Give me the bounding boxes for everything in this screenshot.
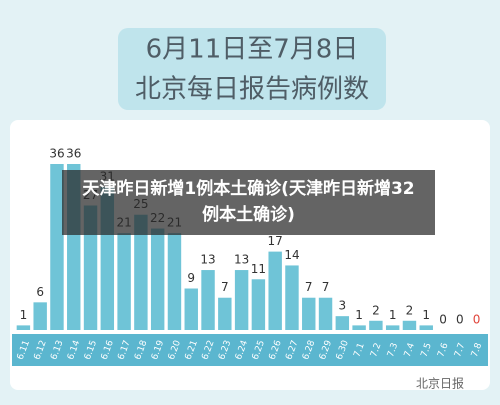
x-tick-label: 7.5 <box>420 342 434 359</box>
chart-subtitle: 北京每日报告病例数 <box>135 75 369 105</box>
title-box <box>118 28 386 110</box>
value-label: 1 <box>355 308 363 322</box>
value-label: 13 <box>234 253 249 267</box>
bar <box>117 233 131 330</box>
value-label: 7 <box>221 280 229 294</box>
bar <box>201 270 215 330</box>
bar <box>33 302 47 330</box>
bar <box>385 325 400 330</box>
bar <box>234 270 249 330</box>
bar <box>16 325 31 330</box>
x-tick-label: 7.3 <box>386 342 400 359</box>
value-label: 0 <box>456 313 464 327</box>
value-label: 36 <box>49 147 64 161</box>
value-label: 9 <box>187 271 195 285</box>
x-tick-label: 7.4 <box>403 341 417 358</box>
bar <box>335 316 350 330</box>
value-label: 11 <box>251 262 266 276</box>
watermark: 北京日报 <box>416 376 464 391</box>
bar <box>83 205 98 330</box>
x-tick-label: 7.2 <box>369 342 383 359</box>
overlay-text: 天津昨日新增1例本土确诊(天津昨日新增32例本土确诊) <box>82 179 415 225</box>
bar <box>150 228 165 330</box>
bar <box>302 297 316 330</box>
value-label: 2 <box>406 303 414 317</box>
value-label: 14 <box>284 248 299 262</box>
bar <box>134 214 148 330</box>
bar <box>268 251 282 330</box>
value-label: 17 <box>268 234 283 248</box>
value-label: 3 <box>339 299 347 313</box>
value-label: 1 <box>422 308 430 322</box>
overlay-band <box>62 170 435 235</box>
bar <box>218 297 232 330</box>
bar <box>318 297 333 330</box>
bar <box>285 265 299 330</box>
bar <box>352 325 366 330</box>
x-tick-label: 7.7 <box>453 342 467 359</box>
value-label: 6 <box>36 285 44 299</box>
value-label: 2 <box>372 303 380 317</box>
value-label: 7 <box>322 280 330 294</box>
chart-title: 6月11日至7月8日 <box>146 35 359 65</box>
bar <box>419 325 433 330</box>
value-label: 0 <box>473 313 481 327</box>
date-band <box>12 334 488 366</box>
overlay-box: 天津昨日新增1例本土确诊(天津昨日新增32例本土确诊) <box>82 179 415 225</box>
value-label: 7 <box>305 280 313 294</box>
bar <box>369 320 383 330</box>
bar <box>402 320 417 330</box>
bar <box>167 233 182 330</box>
x-tick-label: 7.6 <box>436 341 450 358</box>
value-label: 1 <box>20 308 28 322</box>
value-label: 1 <box>389 308 397 322</box>
value-label: 13 <box>200 253 215 267</box>
value-label: 0 <box>439 313 447 327</box>
bar <box>50 164 64 330</box>
x-tick-label: 7.1 <box>352 342 366 359</box>
x-tick-label: 7.8 <box>470 341 484 358</box>
bar <box>184 288 198 330</box>
value-label: 36 <box>66 147 81 161</box>
bar <box>251 279 266 330</box>
